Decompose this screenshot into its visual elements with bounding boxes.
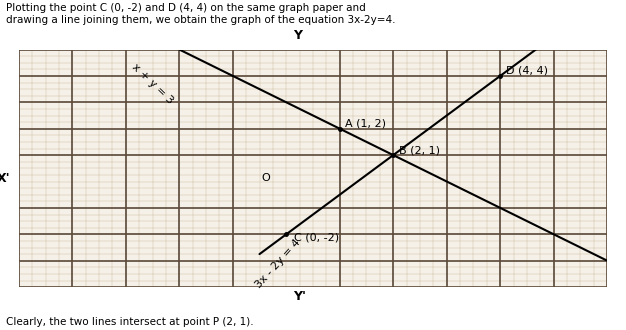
Text: Y': Y' [293, 290, 305, 303]
Text: Y: Y [293, 29, 302, 42]
Text: Clearly, the two lines intersect at point P (2, 1).: Clearly, the two lines intersect at poin… [6, 317, 254, 327]
Text: A (1, 2): A (1, 2) [345, 118, 386, 129]
Text: x + y = 3: x + y = 3 [130, 62, 175, 106]
Text: 3x - 2y = 4: 3x - 2y = 4 [254, 237, 302, 290]
Text: B (2, 1): B (2, 1) [399, 146, 439, 156]
Text: X': X' [0, 172, 11, 185]
Text: Plotting the point C (0, -2) and D (4, 4) on the same graph paper and
drawing a : Plotting the point C (0, -2) and D (4, 4… [6, 3, 396, 25]
Text: D (4, 4): D (4, 4) [506, 65, 548, 75]
Text: C (0, -2): C (0, -2) [294, 233, 339, 243]
Text: O: O [262, 173, 270, 183]
